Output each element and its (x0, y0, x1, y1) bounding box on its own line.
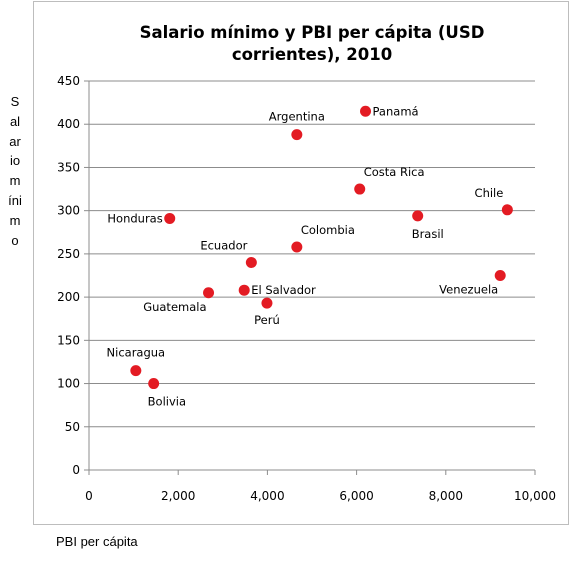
data-point-marker (148, 378, 160, 390)
data-point-marker (261, 297, 273, 309)
data-point-label: El Salvador (251, 283, 316, 297)
y-axis-label: Salario mínimo (8, 94, 24, 248)
scatter-chart: Salario mínimo y PBI per cápita (USD cor… (57, 23, 556, 503)
axes (84, 80, 536, 475)
y-tick-label: 350 (57, 160, 80, 174)
x-tick-labels: 0 2,000 4,000 6,000 8,000 10,000 (85, 489, 556, 503)
y-tick-label: 300 (57, 204, 80, 218)
data-point-marker (494, 270, 506, 281)
y-tick-labels: 0 50 100 150 200 250 300 350 400 450 (57, 74, 80, 477)
y-tick-label: 150 (57, 333, 80, 347)
data-point-marker (291, 241, 303, 253)
x-tick-label: 6,000 (339, 489, 373, 503)
x-tick-label: 8,000 (429, 489, 463, 503)
x-tick-label: 4,000 (250, 489, 284, 503)
x-tick-label: 10,000 (514, 489, 556, 503)
data-point-marker (203, 287, 215, 299)
x-axis-label: PBI per cápita (56, 534, 138, 549)
y-tick-label: 450 (57, 74, 80, 88)
data-point-marker (164, 212, 176, 224)
y-tick-label: 100 (57, 377, 80, 391)
data-point-labels: Panamá Argentina Costa Rica Chile Brasil Hond… (107, 104, 504, 408)
data-point-label: Colombia (301, 223, 355, 237)
y-tick-label: 200 (57, 290, 80, 304)
data-point-label: Bolivia (148, 395, 186, 409)
data-point-label: Honduras (107, 211, 162, 225)
data-point-marker (360, 105, 372, 117)
data-point-label: Venezuela (439, 283, 498, 297)
y-tick-label: 0 (72, 463, 80, 477)
chart-title: Salario mínimo y PBI per cápita (USD cor… (140, 23, 485, 64)
data-point-marker (291, 129, 303, 141)
x-tick-label: 0 (85, 489, 93, 503)
gridlines (89, 80, 535, 428)
x-tick-label: 2,000 (161, 489, 195, 503)
chart-title-line-1: Salario mínimo y PBI per cápita (USD (140, 23, 485, 42)
chart-frame: Salario mínimo y PBI per cápita (USD cor… (33, 1, 569, 525)
data-point-label: Perú (254, 313, 280, 327)
data-point-marker (130, 365, 142, 377)
data-point-marker (412, 210, 424, 222)
data-point-label: Ecuador (200, 239, 247, 253)
chart-title-line-2: corrientes), 2010 (232, 45, 392, 64)
data-point-marker (245, 257, 257, 269)
y-tick-label: 400 (57, 117, 80, 131)
data-point-label: Chile (475, 186, 504, 200)
data-point-marker (501, 204, 513, 216)
data-point-marker (354, 183, 366, 195)
y-tick-label: 50 (65, 420, 80, 434)
data-point-label: Guatemala (143, 300, 206, 314)
data-points (130, 105, 513, 390)
data-point-label: Argentina (269, 110, 325, 124)
data-point-marker (238, 284, 250, 296)
data-point-label: Brasil (412, 227, 444, 241)
data-point-label: Panamá (373, 104, 419, 118)
y-tick-label: 250 (57, 247, 80, 261)
data-point-label: Nicaragua (107, 346, 166, 360)
data-point-label: Costa Rica (364, 165, 425, 179)
